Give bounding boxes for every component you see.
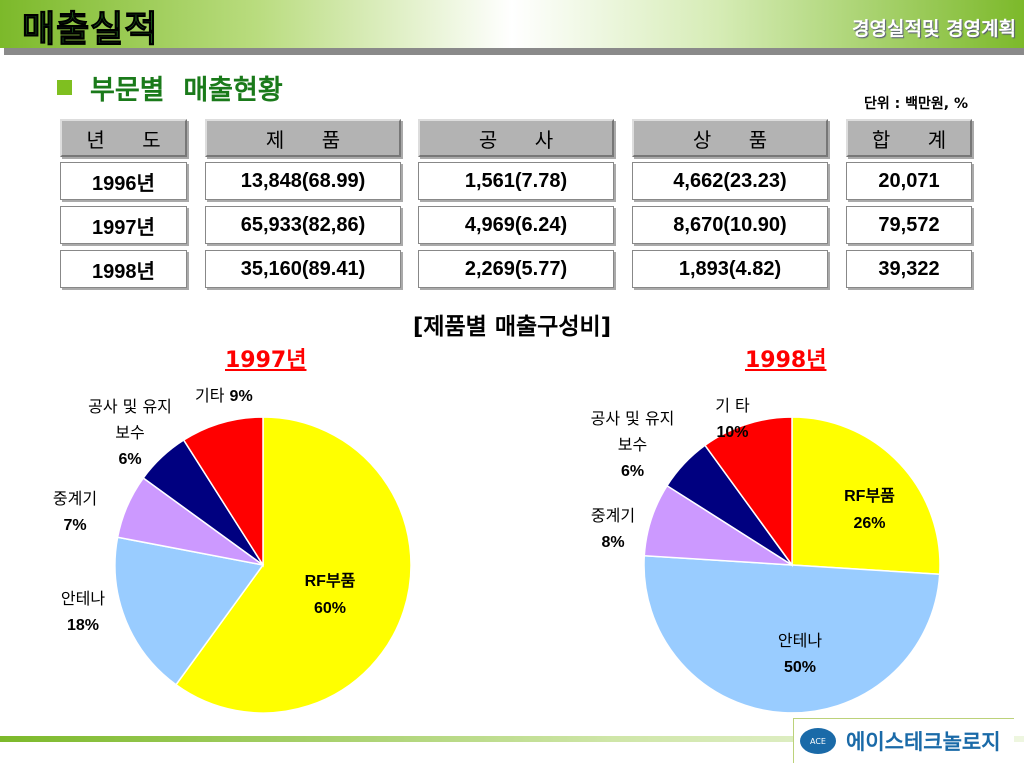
company-logo: ACE 에이스테크놀로지: [793, 718, 1014, 763]
header-divider: [4, 48, 1024, 55]
table-cell: 4,662(23.23): [632, 162, 828, 200]
table-cell: 79,572: [846, 206, 972, 244]
table-cell: 4,969(6.24): [418, 206, 614, 244]
table-cell: 1997년: [60, 206, 187, 244]
label-1997-construction: 공사 및 유지보수 6%: [88, 397, 172, 468]
pie-slice-0-0: [174, 416, 412, 714]
unit-label: 단위 : 백만원, %: [864, 96, 968, 112]
table-header-cell: 상 품: [632, 119, 828, 157]
header-bar: [0, 0, 1024, 48]
page-subtitle: 경영실적및 경영계획: [852, 18, 1016, 40]
pie-slice-1-1: [643, 554, 941, 714]
label-1998-antenna: 안테나 50%: [777, 631, 823, 676]
table-header-cell: 합 계: [846, 119, 972, 157]
label-1997-etc: 기타 9%: [195, 386, 253, 405]
label-1998-construction: 공사 및 유지보수 6%: [590, 409, 675, 480]
pie-slice-1-0: [791, 416, 941, 576]
table-cell: 8,670(10.90): [632, 206, 828, 244]
page-title: 매출실적: [21, 9, 159, 51]
table-header-cell: 제 품: [205, 119, 401, 157]
table-cell: 35,160(89.41): [205, 250, 401, 288]
table-cell: 2,269(5.77): [418, 250, 614, 288]
chart-1998-title: 1998년: [745, 348, 827, 373]
section-title: 부문별 매출현황: [57, 68, 283, 107]
footer-line: [0, 736, 1024, 742]
pie-slice-0-1: [114, 536, 265, 686]
bullet-square-icon: [57, 80, 72, 95]
label-1997-repeater: 중계기 7%: [52, 489, 98, 534]
chart-1997-title: 1997년: [225, 348, 307, 373]
table-cell: 1,561(7.78): [418, 162, 614, 200]
label-1997-rf: RF부품 60%: [304, 573, 356, 617]
label-1997-antenna: 안테나 18%: [60, 589, 106, 634]
logo-text: 에이스테크놀로지: [846, 730, 1001, 754]
section-title-text: 부문별 매출현황: [90, 75, 283, 106]
label-1998-rf: RF부품 26%: [844, 488, 895, 532]
label-1998-repeater: 중계기 8%: [590, 506, 636, 551]
table-header-cell: 공 사: [418, 119, 614, 157]
table-cell: 1998년: [60, 250, 187, 288]
logo-mark-icon: ACE: [800, 728, 836, 754]
pie-slice-1-4: [703, 416, 793, 568]
table-cell: 65,933(82,86): [205, 206, 401, 244]
table-header-cell: 년 도: [60, 119, 187, 157]
table-cell: 1,893(4.82): [632, 250, 828, 288]
pie-slice-0-4: [182, 416, 264, 568]
charts-title: [제품별 매출구성비]: [412, 314, 612, 340]
table-cell: 20,071: [846, 162, 972, 200]
label-1998-etc: 기 타 10%: [715, 396, 750, 441]
table-cell: 39,322: [846, 250, 972, 288]
table-cell: 13,848(68.99): [205, 162, 401, 200]
table-cell: 1996년: [60, 162, 187, 200]
